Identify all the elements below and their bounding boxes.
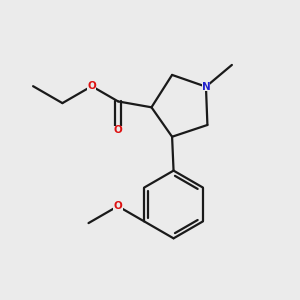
Text: O: O	[113, 201, 122, 211]
Text: O: O	[87, 81, 96, 91]
Text: N: N	[202, 82, 210, 92]
Text: O: O	[114, 125, 122, 135]
Bar	[87, 82, 96, 91]
Bar	[113, 202, 122, 211]
Bar	[202, 82, 210, 91]
Bar	[113, 126, 123, 135]
